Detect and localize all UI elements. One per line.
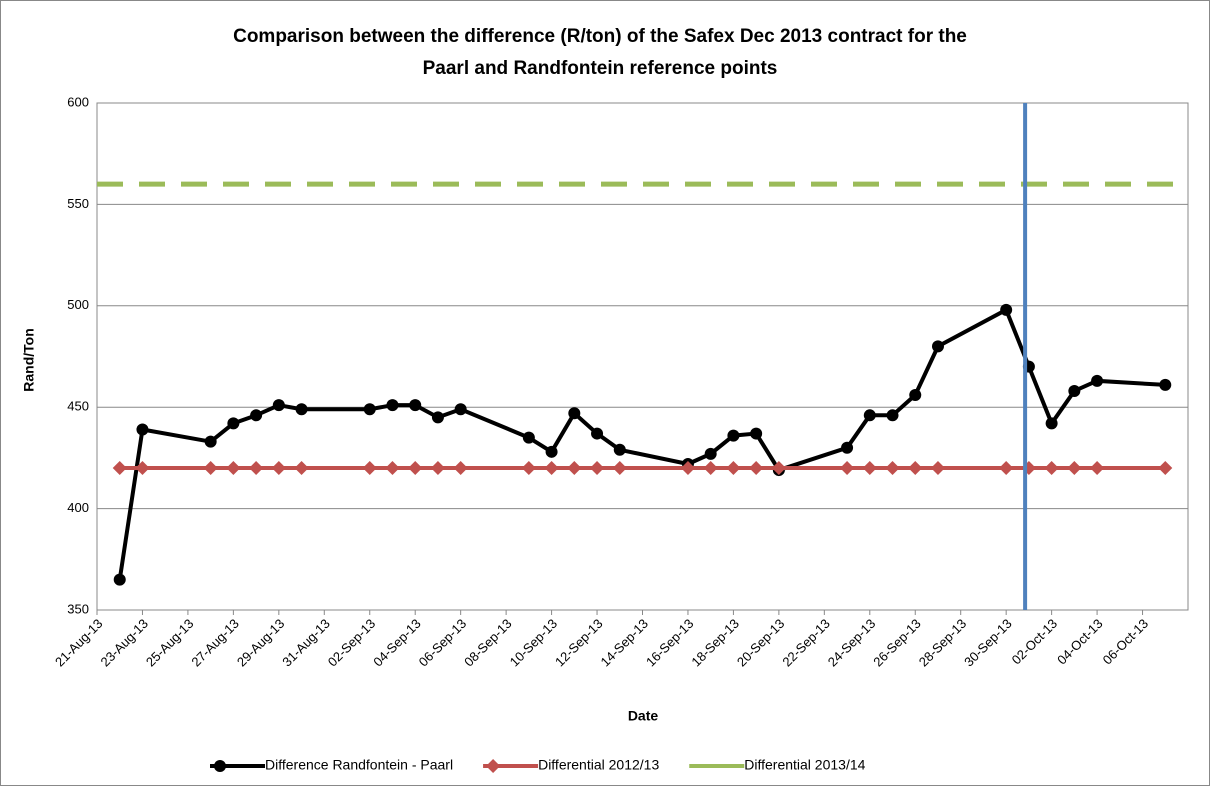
point — [544, 461, 559, 476]
point — [567, 461, 582, 476]
point — [930, 461, 945, 476]
point — [249, 461, 264, 476]
chart-title: Paarl and Randfontein reference points — [423, 58, 778, 79]
point — [431, 411, 444, 424]
point — [250, 409, 263, 422]
point — [703, 461, 718, 476]
point — [727, 429, 740, 442]
point — [408, 461, 423, 476]
y-tick-label: 450 — [67, 399, 89, 414]
point — [590, 461, 605, 476]
point — [1090, 461, 1105, 476]
point — [749, 461, 764, 476]
point — [1067, 461, 1082, 476]
y-tick-label: 400 — [67, 500, 89, 515]
point — [272, 399, 285, 412]
point — [886, 409, 899, 422]
legend-label: Difference Randfontein - Paarl — [265, 757, 453, 773]
point — [453, 461, 468, 476]
chart-title: Comparison between the difference (R/ton… — [233, 26, 967, 47]
point — [362, 461, 377, 476]
point — [840, 461, 855, 476]
point — [294, 461, 309, 476]
point — [135, 461, 150, 476]
point — [545, 445, 558, 458]
point — [862, 461, 877, 476]
legend-label: Differential 2012/13 — [538, 757, 659, 773]
point — [227, 417, 240, 430]
y-tick-label: 600 — [67, 94, 89, 109]
point — [750, 427, 763, 440]
point — [1000, 303, 1013, 316]
point — [931, 340, 944, 353]
point — [226, 461, 241, 476]
point — [863, 409, 876, 422]
y-tick-label: 350 — [67, 601, 89, 616]
point — [204, 435, 217, 448]
point — [385, 461, 400, 476]
point — [1045, 417, 1058, 430]
point — [295, 403, 308, 416]
point — [363, 403, 376, 416]
y-tick-label: 550 — [67, 196, 89, 211]
point — [591, 427, 604, 440]
y-tick-label: 500 — [67, 297, 89, 312]
point — [1091, 374, 1104, 387]
point — [909, 389, 922, 402]
legend-marker — [214, 760, 226, 772]
x-axis-title: Date — [628, 708, 659, 724]
legend: Difference Randfontein - Paarl Differenti… — [210, 757, 866, 773]
point — [136, 423, 149, 436]
point — [1044, 461, 1059, 476]
point — [908, 461, 923, 476]
point — [704, 447, 717, 460]
point — [568, 407, 581, 420]
y-axis-title: Rand/Ton — [21, 328, 37, 392]
point — [1159, 378, 1172, 391]
point — [885, 461, 900, 476]
point — [271, 461, 286, 476]
point — [409, 399, 422, 412]
point — [203, 461, 218, 476]
point — [522, 431, 535, 444]
point — [771, 461, 786, 476]
point — [841, 441, 854, 454]
legend-label: Differential 2013/14 — [744, 757, 865, 773]
point — [454, 403, 467, 416]
legend-marker — [486, 759, 501, 773]
point — [680, 461, 695, 476]
point — [430, 461, 445, 476]
point — [726, 461, 741, 476]
point — [113, 573, 126, 586]
point — [613, 443, 626, 456]
point — [386, 399, 399, 412]
point — [999, 461, 1014, 476]
point — [612, 461, 627, 476]
point — [112, 461, 127, 476]
point — [521, 461, 536, 476]
point — [1158, 461, 1173, 476]
point — [1068, 384, 1081, 397]
